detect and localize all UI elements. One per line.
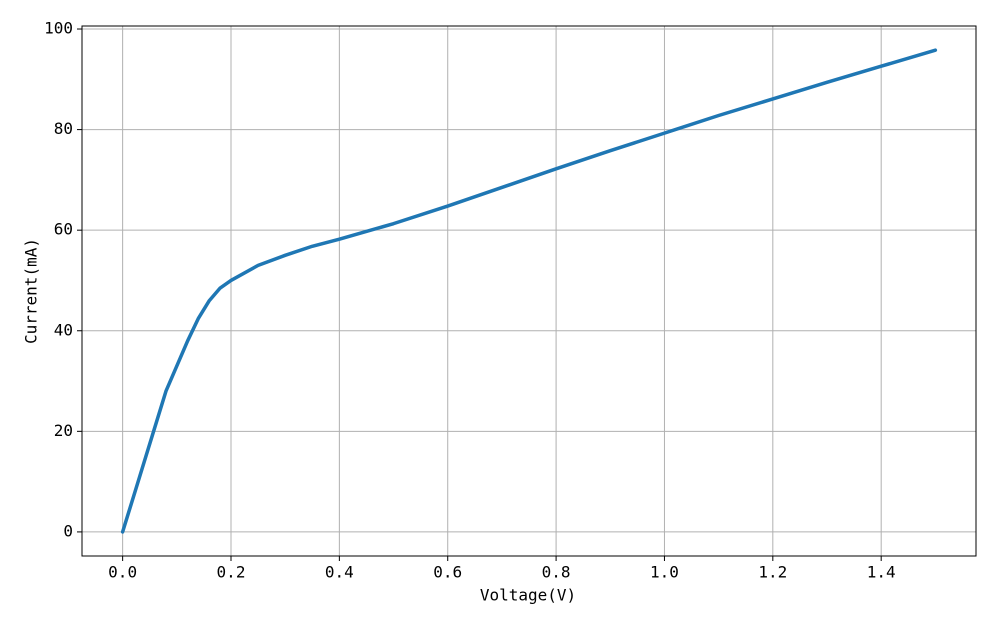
x-tick-label: 1.2 — [758, 563, 787, 582]
data-line — [120, 48, 938, 534]
x-tick-label: 0.0 — [108, 563, 137, 582]
y-tick-label: 80 — [54, 119, 73, 138]
x-tick-label: 0.2 — [217, 563, 246, 582]
x-tick-label: 0.4 — [325, 563, 354, 582]
x-tick-label: 1.0 — [650, 563, 679, 582]
y-axis-label: Current(mA) — [22, 238, 41, 344]
y-tick-label: 60 — [54, 220, 73, 239]
y-tick-label: 40 — [54, 320, 73, 339]
x-tick-label: 1.4 — [867, 563, 896, 582]
plot-frame — [81, 25, 977, 557]
y-tick-label: 20 — [54, 421, 73, 440]
x-tick-label: 0.6 — [433, 563, 462, 582]
x-tick-label: 0.8 — [542, 563, 571, 582]
y-tick-label: 0 — [63, 521, 73, 540]
y-tick-label: 100 — [44, 19, 73, 38]
x-axis-label: Voltage(V) — [480, 586, 576, 605]
